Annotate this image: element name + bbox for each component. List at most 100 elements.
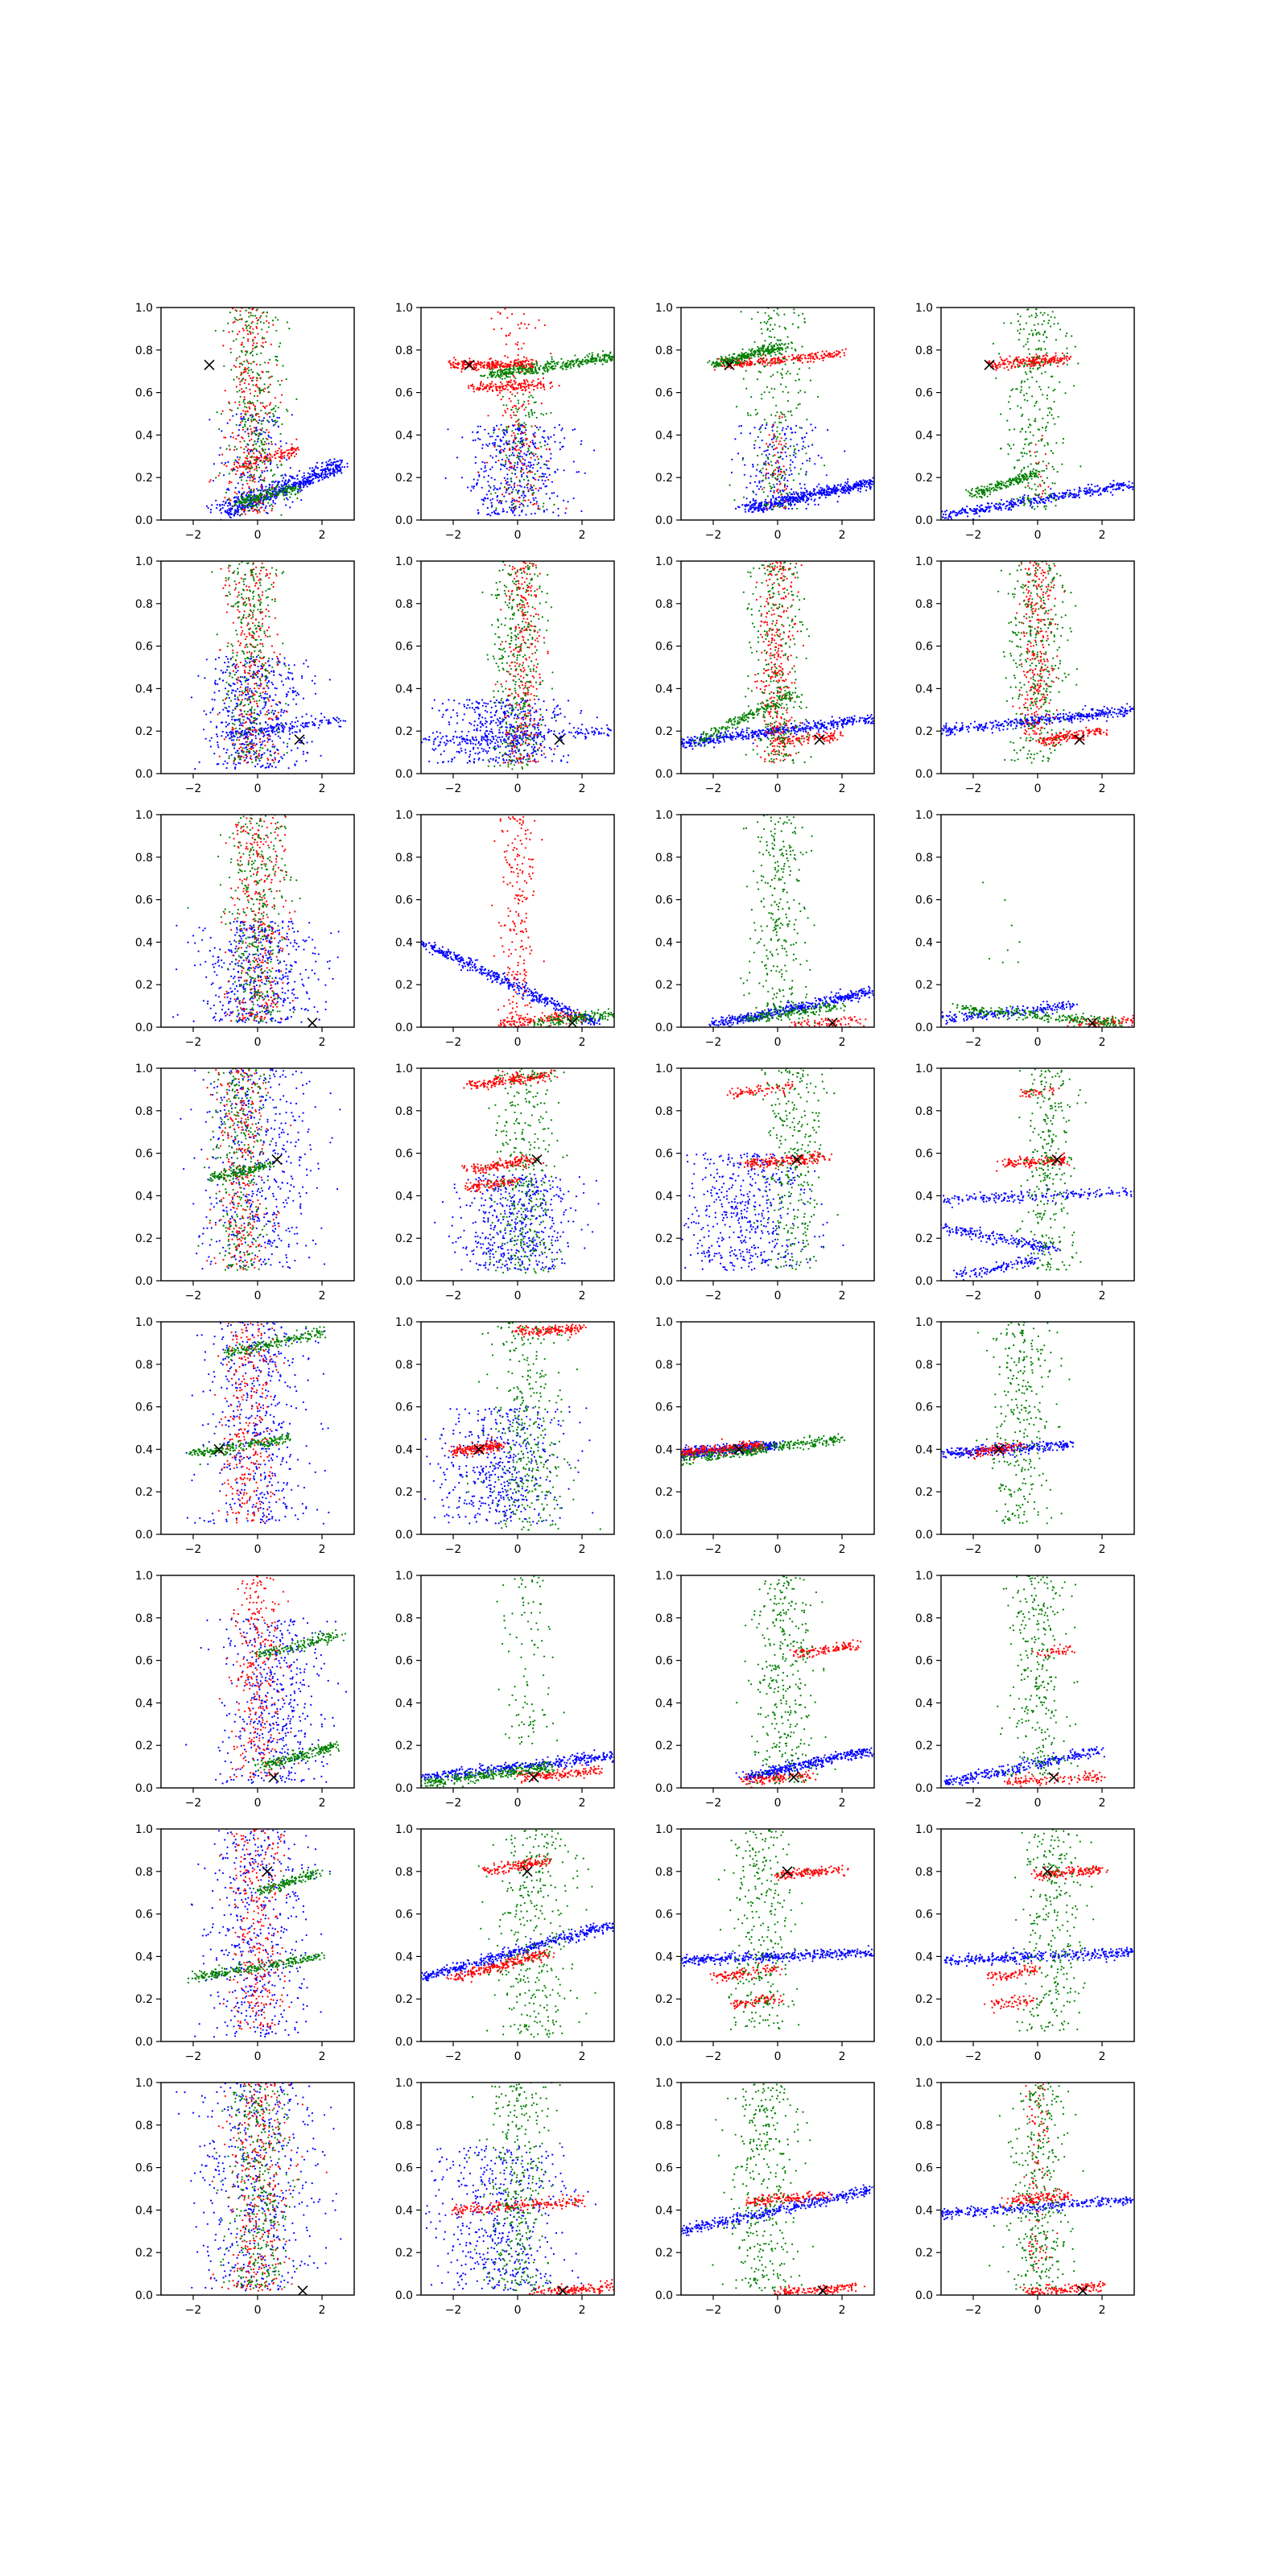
scatter-point bbox=[734, 438, 737, 440]
scatter-point bbox=[262, 417, 266, 419]
scatter-point bbox=[872, 477, 874, 479]
scatter-point bbox=[791, 431, 794, 434]
scatter-point bbox=[512, 368, 514, 370]
scatter-point bbox=[737, 359, 741, 361]
scatter-point bbox=[245, 350, 247, 353]
scatter-point bbox=[831, 355, 833, 357]
scatter-point bbox=[227, 502, 230, 505]
scatter-point bbox=[489, 368, 491, 370]
scatter-point bbox=[786, 496, 788, 498]
scatter-point bbox=[548, 497, 551, 500]
scatter-point bbox=[786, 500, 790, 503]
scatter-point bbox=[825, 474, 828, 477]
scatter-point bbox=[251, 340, 254, 342]
scatter-point bbox=[511, 448, 514, 451]
scatter-point bbox=[254, 440, 256, 443]
scatter-point bbox=[250, 322, 253, 324]
scatter-point bbox=[242, 428, 244, 431]
scatter-point bbox=[497, 374, 500, 376]
scatter-point bbox=[246, 492, 249, 494]
scatter-point bbox=[518, 448, 520, 451]
scatter-point bbox=[758, 370, 761, 373]
scatter-point bbox=[512, 388, 514, 390]
scatter-point bbox=[747, 504, 750, 506]
scatter-point bbox=[790, 493, 792, 496]
scatter-point bbox=[231, 431, 233, 434]
scatter-point bbox=[795, 357, 797, 360]
scatter-point bbox=[262, 489, 265, 493]
scatter-point bbox=[244, 418, 246, 421]
scatter-point bbox=[233, 497, 235, 499]
scatter-point bbox=[323, 469, 325, 471]
scatter-point bbox=[275, 405, 277, 407]
scatter-point bbox=[251, 480, 254, 482]
scatter-point bbox=[300, 489, 303, 491]
scatter-point bbox=[869, 488, 872, 490]
scatter-point bbox=[770, 490, 772, 493]
scatter-point bbox=[810, 423, 812, 426]
scatter-point bbox=[527, 479, 530, 481]
scatter-point bbox=[579, 361, 581, 365]
scatter-point bbox=[716, 357, 719, 360]
scatter-point bbox=[286, 493, 288, 497]
scatter-point bbox=[254, 419, 257, 421]
scatter-point bbox=[543, 324, 546, 327]
scatter-point bbox=[249, 479, 251, 481]
scatter-point bbox=[224, 510, 226, 513]
scatter-point bbox=[762, 479, 765, 481]
scatter-point bbox=[477, 362, 480, 365]
scatter-point bbox=[778, 443, 780, 445]
scatter-point bbox=[761, 398, 763, 400]
scatter-point bbox=[262, 345, 265, 349]
scatter-point bbox=[252, 315, 254, 317]
scatter-point bbox=[496, 386, 499, 388]
scatter-point bbox=[238, 390, 241, 392]
scatter-point bbox=[242, 363, 244, 366]
scatter-point bbox=[542, 506, 544, 508]
scatter-point bbox=[255, 427, 258, 430]
scatter-point bbox=[258, 387, 261, 390]
scatter-point bbox=[492, 365, 495, 367]
scatter-point bbox=[258, 504, 260, 506]
scatter-point bbox=[279, 455, 282, 458]
scatter-point bbox=[280, 463, 283, 465]
scatter-point bbox=[511, 472, 514, 475]
scatter-point bbox=[539, 476, 541, 478]
scatter-point bbox=[580, 361, 582, 363]
scatter-point bbox=[803, 320, 806, 323]
scatter-point bbox=[272, 502, 275, 504]
scatter-point bbox=[597, 355, 600, 357]
scatter-point bbox=[544, 480, 547, 482]
scatter-point bbox=[243, 440, 246, 443]
scatter-point bbox=[793, 493, 796, 496]
scatter-point bbox=[237, 407, 239, 410]
scatter-point bbox=[795, 452, 797, 455]
scatter-point bbox=[510, 454, 513, 456]
scatter-point bbox=[487, 415, 489, 417]
scatter-point bbox=[233, 514, 235, 517]
scatter-point bbox=[523, 494, 526, 497]
scatter-point bbox=[761, 332, 763, 335]
scatter-point bbox=[250, 332, 252, 335]
scatter-point bbox=[287, 410, 289, 412]
scatter-point bbox=[247, 417, 250, 420]
scatter-point bbox=[502, 450, 506, 452]
scatter-point bbox=[258, 500, 261, 502]
scatter-point bbox=[248, 487, 250, 489]
scatter-point bbox=[771, 429, 774, 432]
scatter-point bbox=[787, 355, 791, 357]
scatter-point bbox=[793, 308, 795, 311]
scatter-point bbox=[242, 420, 244, 423]
scatter-point bbox=[769, 353, 771, 355]
scatter-point bbox=[506, 473, 509, 476]
scatter-point bbox=[782, 458, 784, 460]
scatter-point bbox=[468, 387, 470, 390]
scatter-point bbox=[493, 366, 495, 369]
scatter-point bbox=[279, 457, 282, 460]
scatter-point bbox=[801, 357, 803, 360]
scatter-point bbox=[486, 361, 489, 364]
scatter-point bbox=[254, 429, 257, 431]
scatter-point bbox=[548, 473, 551, 477]
scatter-point bbox=[247, 366, 250, 369]
scatter-point bbox=[522, 442, 525, 445]
